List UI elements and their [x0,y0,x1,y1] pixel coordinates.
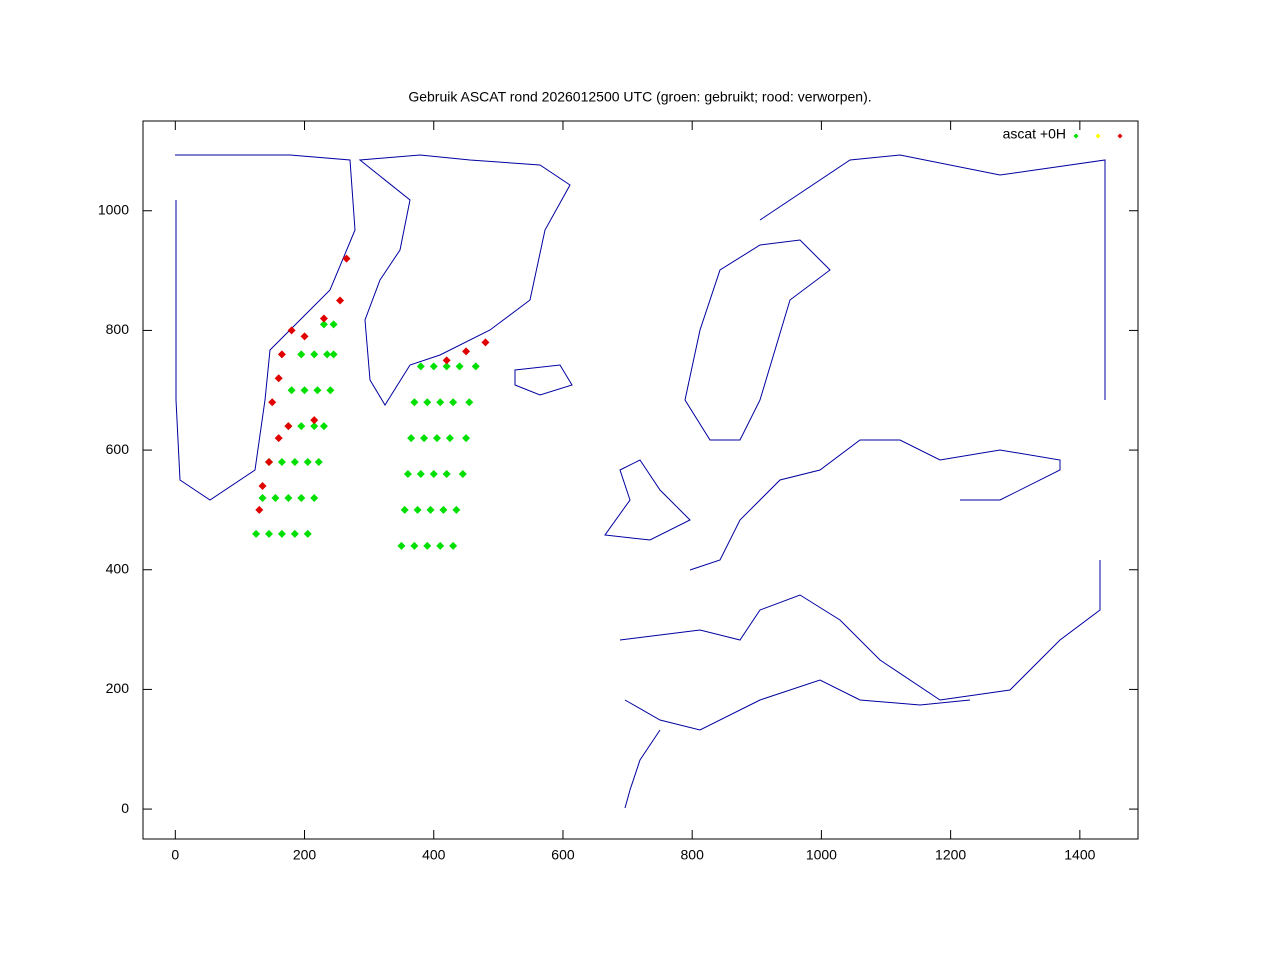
data-point [274,434,283,443]
data-point [290,529,299,538]
data-point [264,529,273,538]
data-point [290,458,299,467]
data-point [481,338,490,347]
legend-marker [1073,133,1079,139]
data-point [449,398,458,407]
data-point [268,398,277,407]
data-point [264,458,273,467]
data-point [271,493,280,502]
y-tick-label: 1000 [98,201,129,217]
data-point [442,470,451,479]
data-point [323,350,332,359]
data-point [287,326,296,335]
data-point [465,398,474,407]
legend-marker [1117,133,1123,139]
data-point [397,541,406,550]
data-point [329,350,338,359]
y-tick-label: 200 [106,680,130,696]
data-point [336,296,345,305]
data-point [326,386,335,395]
data-point [442,362,451,371]
x-tick-label: 200 [293,847,317,863]
data-point [471,362,480,371]
data-point [329,320,338,329]
data-point [297,350,306,359]
chart-title: Gebruik ASCAT rond 2026012500 UTC (groen… [408,89,871,105]
data-point [416,362,425,371]
data-point [303,458,312,467]
data-point [303,529,312,538]
coastlines [175,154,1106,809]
data-point [462,347,471,356]
data-point [284,493,293,502]
x-tick-label: 0 [171,847,179,863]
x-tick-label: 1400 [1064,847,1095,863]
data-point [410,541,419,550]
data-point [319,422,328,431]
data-point [252,529,261,538]
y-tick-label: 800 [106,321,130,337]
data-point [310,493,319,502]
data-point [277,350,286,359]
x-tick-label: 1200 [935,847,966,863]
data-point [445,434,454,443]
data-point [255,505,264,514]
data-point [455,362,464,371]
data-point [439,505,448,514]
data-point [426,505,435,514]
data-point [449,541,458,550]
data-point [258,493,267,502]
data-point [429,470,438,479]
data-point [452,505,461,514]
data-point [436,398,445,407]
data-point [258,481,267,490]
data-point [420,434,429,443]
data-point [314,458,323,467]
data-point [274,374,283,383]
data-point [462,434,471,443]
data-point [297,493,306,502]
data-point [310,422,319,431]
y-tick-label: 0 [121,800,129,816]
data-point [342,254,351,263]
x-tick-label: 400 [422,847,446,863]
y-tick-label: 400 [106,560,130,576]
data-point [319,314,328,323]
data-point [407,434,416,443]
data-point [416,470,425,479]
x-tick-label: 1000 [806,847,837,863]
data-point [400,505,409,514]
data-point [300,386,309,395]
data-point [436,541,445,550]
legend-title: ascat +0H [1003,126,1066,142]
x-tick-label: 600 [551,847,575,863]
data-point [313,386,322,395]
data-point [284,422,293,431]
data-point [287,386,296,395]
data-point [429,362,438,371]
data-point [410,398,419,407]
data-point [277,458,286,467]
data-point [432,434,441,443]
data-point [319,320,328,329]
x-tick-label: 800 [681,847,705,863]
data-point [423,541,432,550]
data-point [423,398,432,407]
data-point [442,356,451,365]
data-point [413,505,422,514]
data-point [458,470,467,479]
data-point [310,416,319,425]
legend-marker [1095,133,1101,139]
data-point [277,529,286,538]
data-point [297,422,306,431]
y-tick-label: 600 [106,441,130,457]
data-point [403,470,412,479]
plot-frame [142,120,1139,840]
data-point [300,332,309,341]
data-point [310,350,319,359]
